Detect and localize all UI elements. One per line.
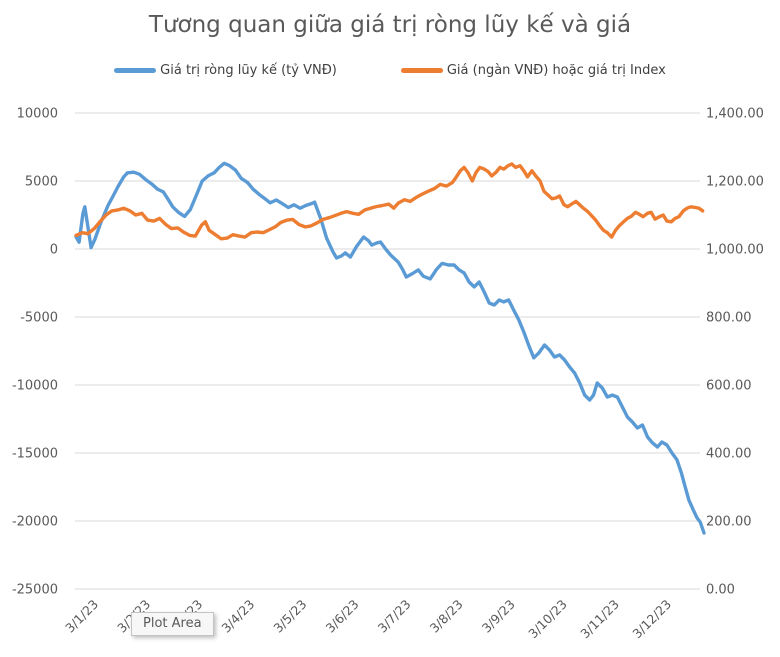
left-axis-tick-label: -25000	[12, 583, 58, 598]
plot-area-tooltip: Plot Area	[131, 612, 214, 636]
left-axis-tick-label: 5000	[25, 175, 58, 190]
legend-item-price-index[interactable]: Giá (ngàn VNĐ) hoặc giá trị Index	[400, 63, 666, 78]
left-axis-tick-label: 10000	[17, 107, 58, 122]
left-axis-tick-label: -10000	[12, 379, 58, 394]
left-axis-tick-label: -5000	[20, 311, 58, 326]
legend-item-net-value[interactable]: Giá trị ròng lũy kế (tỷ VNĐ)	[114, 63, 337, 78]
series-line-price-index[interactable]	[74, 162, 705, 241]
right-axis-tick-label: 800.00	[706, 311, 752, 326]
x-axis-label: 3/11/23	[577, 597, 622, 642]
left-axis-tick-label: 0	[50, 243, 58, 258]
right-axis-tick-label: 200.00	[706, 515, 752, 530]
x-axis-label: 3/9/23	[479, 597, 518, 636]
right-axis-tick-label: 400.00	[706, 447, 752, 462]
x-axis-label: 3/4/23	[218, 597, 257, 636]
legend-label-net-value: Giá trị ròng lũy kế (tỷ VNĐ)	[160, 63, 337, 78]
x-axis-label: 3/5/23	[270, 597, 309, 636]
x-axis-label: 3/8/23	[427, 597, 466, 636]
right-axis-tick-label: 0.00	[706, 583, 735, 598]
x-axis-label: 3/12/23	[629, 597, 674, 642]
left-axis-tick-label: -20000	[12, 515, 58, 530]
x-axis-label: 3/7/23	[375, 597, 414, 636]
legend-label-price-index: Giá (ngàn VNĐ) hoặc giá trị Index	[446, 63, 666, 78]
chart-title: Tương quan giữa giá trị ròng lũy kế và g…	[148, 12, 632, 38]
x-axis-label: 3/1/23	[62, 597, 101, 636]
right-axis-tick-label: 1,200.00	[706, 175, 764, 190]
right-axis-tick-label: 600.00	[706, 379, 752, 394]
series-line-net-value[interactable]	[74, 161, 706, 535]
right-axis-tick-label: 1,000.00	[706, 243, 764, 258]
right-axis-tick-label: 1,400.00	[706, 107, 764, 122]
x-axis-label: 3/6/23	[323, 597, 362, 636]
blue-line-swatch-icon	[114, 68, 157, 73]
orange-line-swatch-icon	[400, 68, 443, 73]
left-axis-tick-label: -15000	[12, 447, 58, 462]
chart-legend: Giá trị ròng lũy kế (tỷ VNĐ) Giá (ngàn V…	[0, 63, 780, 78]
x-axis-label: 3/10/23	[525, 597, 570, 642]
